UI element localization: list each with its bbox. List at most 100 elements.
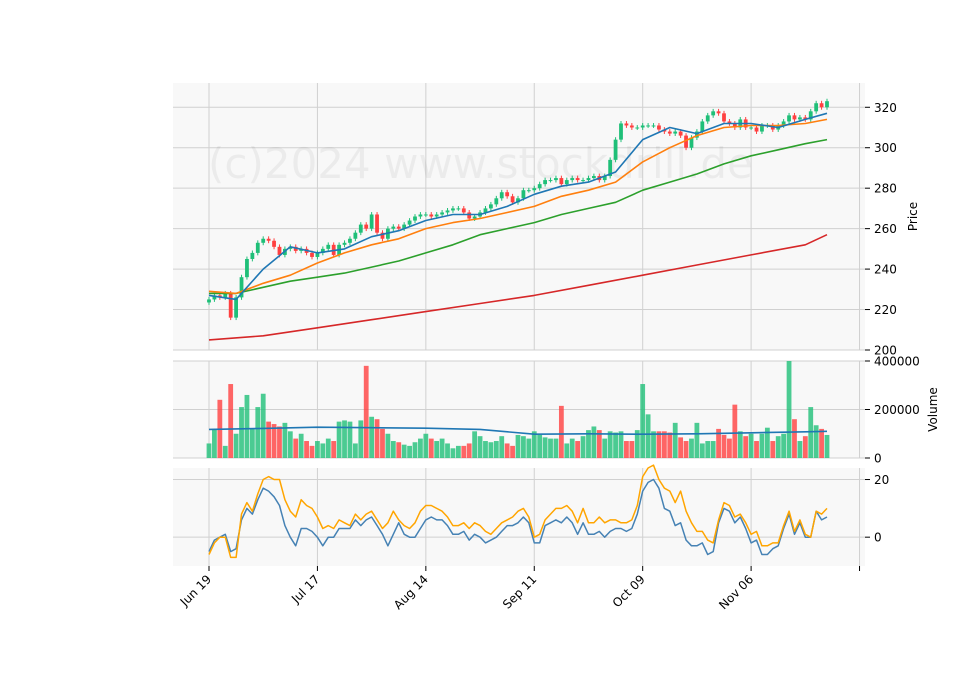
candle-body xyxy=(342,242,347,245)
candle-body xyxy=(207,299,211,303)
candle-body xyxy=(364,224,369,229)
x-tick-label: Sep 11 xyxy=(500,572,539,611)
candle-body xyxy=(808,111,813,120)
volume-bar xyxy=(770,441,776,458)
volume-bar xyxy=(320,443,326,458)
volume-bar xyxy=(640,384,646,458)
ma-short-line xyxy=(208,112,828,301)
price-y-tick-label: 260 xyxy=(874,222,897,236)
volume-bar xyxy=(661,431,667,458)
volume-bar xyxy=(369,416,375,458)
volume-bar xyxy=(255,407,261,458)
candle-body xyxy=(792,115,797,120)
volume-bar xyxy=(819,428,824,458)
candle-body xyxy=(548,180,553,182)
volume-bar xyxy=(342,420,347,458)
candle-body xyxy=(510,196,515,203)
candle-body xyxy=(657,125,661,130)
volume-bar xyxy=(553,438,559,458)
oscillator-y-tick-label: 20 xyxy=(874,473,889,487)
volume-bar xyxy=(764,427,770,458)
volume-ma-line xyxy=(208,426,828,436)
price-y-tick-label: 320 xyxy=(874,101,897,115)
volume-bar xyxy=(710,441,716,458)
candle-body xyxy=(651,125,656,127)
candle-body xyxy=(667,131,672,134)
candle-body xyxy=(722,113,726,122)
volume-bar xyxy=(499,436,505,458)
candle-body xyxy=(787,115,791,122)
volume-bar xyxy=(634,430,640,458)
volume-bar xyxy=(667,432,673,458)
candle-body xyxy=(819,103,824,108)
candle-body xyxy=(532,188,537,191)
volume-y-tick-label: 200000 xyxy=(874,403,920,417)
volume-bar xyxy=(602,438,608,458)
volume-bar xyxy=(618,431,624,458)
volume-bar xyxy=(754,441,759,458)
volume-bar xyxy=(624,441,629,458)
volume-bar xyxy=(461,445,467,458)
candle-body xyxy=(310,252,314,257)
candle-body xyxy=(445,210,450,213)
oscillator-y-tick-label: 0 xyxy=(874,531,882,545)
volume-bar xyxy=(521,436,526,458)
candle-body xyxy=(624,123,629,126)
volume-bar xyxy=(396,442,402,458)
x-tick-label: Jun 19 xyxy=(177,572,214,609)
candle-body xyxy=(423,214,428,216)
candle-body xyxy=(564,180,569,185)
candle-body xyxy=(326,244,331,249)
price-y-tick-label: 200 xyxy=(874,344,897,358)
candle-body xyxy=(575,178,580,181)
candle-body xyxy=(272,240,276,247)
volume-bar xyxy=(325,438,331,458)
candle-body xyxy=(288,246,293,249)
volume-bar xyxy=(385,433,391,458)
volume-bar xyxy=(336,421,342,458)
candle-body xyxy=(640,125,645,128)
volume-bar xyxy=(472,431,478,458)
volume-y-tick-label: 400000 xyxy=(874,355,920,369)
volume-bar xyxy=(564,443,570,458)
candle-body xyxy=(629,125,634,128)
candle-body xyxy=(494,198,499,205)
candle-body xyxy=(250,252,255,259)
price-y-label: Price xyxy=(906,202,920,231)
volume-y-label: Volume xyxy=(926,387,940,432)
candle-body xyxy=(760,125,764,132)
volume-bar xyxy=(645,414,651,458)
volume-bar xyxy=(792,419,797,458)
candle-body xyxy=(554,178,558,181)
candle-body xyxy=(396,226,401,229)
candle-body xyxy=(348,238,352,243)
candle-body xyxy=(797,117,802,120)
volume-bar xyxy=(298,433,304,458)
x-tick-label: Oct 09 xyxy=(610,572,648,610)
volume-bar xyxy=(759,433,765,458)
ma-200-line xyxy=(208,233,828,341)
volume-bar xyxy=(678,437,684,458)
volume-bar xyxy=(542,437,548,458)
volume-bar xyxy=(380,428,385,458)
candle-body xyxy=(293,246,298,251)
candle-body xyxy=(380,232,385,239)
volume-bar xyxy=(537,434,543,458)
volume-bar xyxy=(282,422,288,458)
volume-bar xyxy=(358,420,364,458)
volume-bar xyxy=(607,431,613,458)
volume-bar xyxy=(239,407,244,458)
price-y-tick-label: 220 xyxy=(874,303,897,317)
volume-bar xyxy=(786,361,792,458)
volume-bar xyxy=(352,443,358,458)
volume-bar xyxy=(672,422,678,458)
volume-bar xyxy=(694,422,700,458)
candle-body xyxy=(440,212,445,215)
volume-bar xyxy=(271,424,277,458)
volume-bar xyxy=(347,421,353,458)
volume-bar xyxy=(439,438,445,458)
candle-body xyxy=(413,216,417,221)
volume-bar xyxy=(304,441,309,458)
